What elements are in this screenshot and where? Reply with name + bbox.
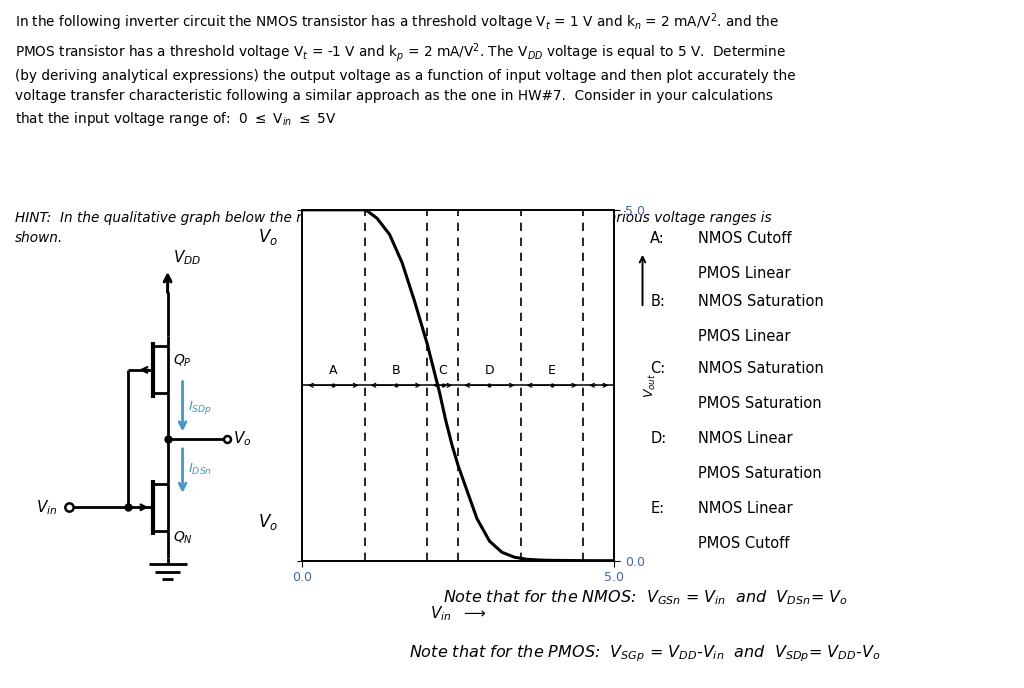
Text: PMOS Linear: PMOS Linear <box>698 329 791 344</box>
Text: Note that for the PMOS:  $V_{SGp}$ = $V_{DD}$-$V_{in}$  and  $V_{SDp}$= $V_{DD}$: Note that for the PMOS: $V_{SGp}$ = $V_{… <box>410 643 881 664</box>
Text: B:: B: <box>650 294 666 309</box>
Text: E: E <box>548 364 556 377</box>
Text: $V_o$: $V_o$ <box>232 429 251 448</box>
Text: Note that for the NMOS:  $V_{GSn}$ = $V_{in}$  and  $V_{DSn}$= $V_o$: Note that for the NMOS: $V_{GSn}$ = $V_{… <box>442 588 848 608</box>
Text: $V_o$: $V_o$ <box>258 227 278 248</box>
Text: $V_o$: $V_o$ <box>258 512 278 532</box>
Text: PMOS Linear: PMOS Linear <box>698 266 791 281</box>
Text: PMOS Saturation: PMOS Saturation <box>698 466 822 481</box>
Text: A: A <box>329 364 338 377</box>
Text: D:: D: <box>650 431 667 446</box>
Text: HINT:  In the qualitative graph below the mode of operation of the two devices i: HINT: In the qualitative graph below the… <box>15 211 772 245</box>
Text: $Q_P$: $Q_P$ <box>173 353 191 369</box>
Text: NMOS Linear: NMOS Linear <box>698 431 793 446</box>
Text: $I_{SDp}$: $I_{SDp}$ <box>188 400 212 416</box>
Text: $V_{in}$: $V_{in}$ <box>36 498 57 517</box>
Text: $Q_N$: $Q_N$ <box>173 530 193 546</box>
Text: NMOS Saturation: NMOS Saturation <box>698 294 824 309</box>
Text: NMOS Cutoff: NMOS Cutoff <box>698 231 792 246</box>
Text: $V_{out}$: $V_{out}$ <box>642 373 657 398</box>
Text: A:: A: <box>650 231 665 246</box>
Text: E:: E: <box>650 501 665 516</box>
Text: PMOS Saturation: PMOS Saturation <box>698 396 822 411</box>
Text: B: B <box>391 364 400 377</box>
Text: In the following inverter circuit the NMOS transistor has a threshold voltage V$: In the following inverter circuit the NM… <box>15 11 796 128</box>
Text: $I_{DSn}$: $I_{DSn}$ <box>188 462 212 477</box>
Text: $V_{in}$  $\longrightarrow$: $V_{in}$ $\longrightarrow$ <box>430 604 486 623</box>
Text: C:: C: <box>650 361 666 376</box>
Text: NMOS Saturation: NMOS Saturation <box>698 361 824 376</box>
Text: $V_{DD}$: $V_{DD}$ <box>173 248 202 267</box>
Text: PMOS Cutoff: PMOS Cutoff <box>698 536 790 551</box>
Text: NMOS Linear: NMOS Linear <box>698 501 793 516</box>
Text: C: C <box>438 364 447 377</box>
Text: D: D <box>484 364 495 377</box>
